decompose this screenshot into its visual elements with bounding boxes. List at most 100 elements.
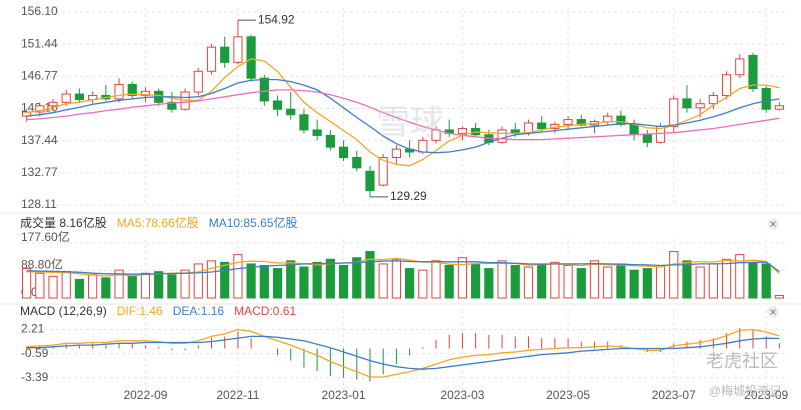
volume-bar [22,268,32,299]
candle-body [669,98,679,127]
volume-bar [655,264,666,299]
volume-bar [114,269,124,299]
legend-entry: MACD (12,26,9) [20,304,107,318]
volume-bar [735,254,745,299]
volume-bar [418,269,428,299]
legend-entry: MA10:85.65亿股 [209,215,298,230]
candle-body [114,83,124,100]
y-tick-label: 128.11 [21,197,57,211]
legend-entry: 成交量 8.16亿股 [20,215,107,230]
candle-body [642,133,652,143]
y-tick-label: -0.59 [21,346,49,360]
volume-bar [405,268,415,299]
volume-bar [365,251,375,299]
volume-bar [523,266,534,299]
volume-bar [510,264,520,299]
candle-body [259,77,269,102]
candle-body [286,108,296,116]
close-button[interactable] [767,218,779,230]
y-tick-label: 151.44 [21,36,58,50]
y-tick-label: 88.80亿 [21,257,63,272]
candle-body [167,101,177,110]
candle-body [312,129,322,136]
volume-bar [537,263,547,299]
volume-bar [576,268,586,299]
volume-bar [312,261,322,299]
volume-bar [140,272,151,299]
volume-bar [48,275,58,299]
close-button[interactable] [767,306,779,318]
legend-entry: MACD:0.61 [234,304,296,318]
candle-body [325,134,335,148]
candle-body [616,115,626,125]
watermark: @梅城投资记 [709,383,781,398]
candle-body [48,101,58,107]
candle-body [193,70,203,93]
candle-body [140,90,151,96]
volume-bar [378,263,388,299]
candle-body [74,93,85,101]
legend-entry: MA5:78.66亿股 [117,215,199,230]
volume-bar [61,271,71,299]
line [26,260,780,275]
candle-body [220,46,230,63]
y-tick-label: 156.10 [21,4,58,18]
volume-bar [457,257,468,299]
candle-body [338,146,349,158]
candle-body [233,36,243,63]
volume-bar [220,261,230,299]
volume-bar [642,268,652,299]
volume-bar [484,268,494,299]
candle-body [682,98,692,109]
volume-bar [748,261,758,299]
y-tick-label: 177.60亿 [21,229,70,244]
candle-body [35,105,45,113]
volume-bar [193,263,203,299]
volume-bar [629,269,639,299]
candle-body [537,122,547,130]
candle-body [721,74,732,96]
volume-bar [550,261,560,299]
volume-bar [721,258,732,299]
candle-body [352,156,362,169]
volume-bar [471,263,481,299]
candle-body [523,122,534,134]
line [26,78,780,154]
volume-bar [682,260,692,299]
volume-bar [206,260,217,299]
candle-body [497,129,507,143]
volume-bar [695,266,705,299]
candle-body [695,103,705,109]
candle-body [748,54,758,90]
volume-bar [180,269,190,299]
candle-body [761,88,771,110]
volume-bar [708,263,718,299]
volume-bar [589,260,600,299]
annotation: 154.92 [258,12,295,26]
line [26,328,780,378]
volume-bar [299,266,309,299]
volume-bar [154,271,164,299]
volume-bar [391,258,401,299]
legend-entry: DIF:1.46 [117,304,163,318]
volume-bar [272,268,283,299]
volume-bar [338,264,349,299]
candle-body [378,156,388,186]
volume-bar [774,294,784,299]
candle-body [246,36,256,79]
candle-body [365,170,375,192]
volume-bar [669,251,679,299]
volume-bar [352,257,362,299]
candle-body [272,100,283,110]
watermark: 雪球 [376,104,444,142]
volume-bar [167,274,177,299]
volume-bar [101,277,111,299]
candle-body [735,58,745,76]
watermark: 老虎社区 [706,351,778,371]
candle-body [603,115,613,123]
volume-bar [233,254,243,299]
y-tick-label: 2.21 [21,322,45,336]
volume-bar [616,263,626,299]
candle-body [418,139,428,153]
